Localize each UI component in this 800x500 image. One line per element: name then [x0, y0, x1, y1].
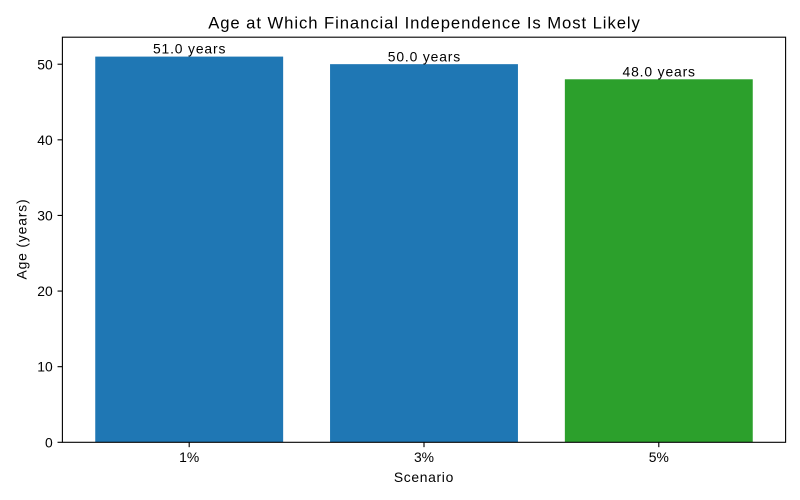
svg-text:3%: 3% — [414, 449, 434, 465]
svg-text:Age (years): Age (years) — [14, 199, 30, 280]
svg-text:0: 0 — [45, 434, 53, 450]
svg-text:Scenario: Scenario — [394, 469, 454, 485]
svg-text:50.0 years: 50.0 years — [388, 48, 461, 64]
svg-text:40: 40 — [37, 132, 53, 148]
svg-text:10: 10 — [37, 359, 53, 375]
svg-text:51.0 years: 51.0 years — [153, 41, 226, 57]
svg-text:30: 30 — [37, 208, 53, 224]
svg-text:Age at Which Financial Indepen: Age at Which Financial Independence Is M… — [208, 13, 641, 32]
svg-text:48.0 years: 48.0 years — [623, 63, 696, 79]
svg-text:50: 50 — [37, 56, 53, 72]
svg-text:1%: 1% — [179, 449, 199, 465]
svg-text:5%: 5% — [649, 449, 669, 465]
svg-text:20: 20 — [37, 283, 53, 299]
